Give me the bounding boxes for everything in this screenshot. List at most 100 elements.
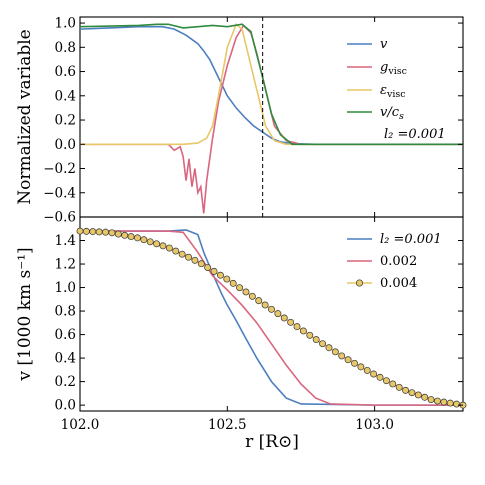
legend-marker-l004 — [355, 279, 364, 287]
series-point — [414, 391, 422, 399]
series-point — [299, 327, 307, 335]
series-point — [306, 331, 314, 339]
series-point — [140, 236, 148, 244]
xtick-label: 103.0 — [355, 417, 394, 433]
series-point — [446, 399, 454, 407]
series-point — [204, 264, 212, 272]
series-point — [89, 228, 97, 236]
series-point — [210, 267, 218, 275]
series-point — [102, 228, 109, 236]
series-point — [255, 297, 263, 305]
series-point — [453, 400, 461, 408]
series-point — [153, 240, 161, 248]
ytick-label: 0.0 — [55, 398, 76, 414]
series-point — [325, 344, 333, 352]
series-point — [344, 356, 352, 364]
series-line-3 — [79, 23, 463, 146]
series-point — [312, 336, 320, 344]
series-point — [287, 318, 295, 326]
series-point — [351, 359, 358, 367]
series-point — [261, 301, 269, 309]
series-point — [197, 260, 205, 268]
series-point — [178, 250, 186, 258]
series-point — [402, 386, 409, 394]
series-point — [242, 288, 250, 296]
ytick-label: 1.0 — [55, 16, 76, 32]
series-point — [229, 279, 237, 287]
legend-label-evisc: εvisc — [380, 83, 406, 100]
series-point — [159, 242, 167, 250]
series-point — [146, 238, 154, 246]
series-point — [268, 305, 275, 313]
series-point — [427, 396, 435, 403]
series-point — [389, 380, 397, 388]
series-point — [293, 323, 301, 331]
ytick-label: 0.2 — [55, 374, 76, 390]
series-point — [76, 227, 84, 235]
series-line-1 — [80, 230, 463, 406]
ytick-label: 0.4 — [55, 88, 76, 104]
ytick-label: 0.2 — [55, 113, 76, 129]
ytick-label: −0.2 — [43, 161, 76, 177]
series-point — [408, 389, 416, 397]
series-point — [319, 340, 327, 348]
series-line-0 — [80, 229, 463, 406]
series-point — [133, 234, 141, 242]
series-line-0 — [79, 25, 463, 146]
series-point — [223, 275, 231, 283]
series-point — [382, 377, 390, 385]
series-point — [82, 227, 90, 235]
ytick-label: 0.6 — [55, 327, 76, 343]
series-point — [236, 284, 244, 292]
series-point — [376, 373, 384, 381]
ytick-label: 0.8 — [55, 40, 76, 56]
series-point — [370, 370, 378, 378]
legend-label-vcs: v/cs — [380, 105, 404, 122]
ytick-label: 0.0 — [55, 137, 76, 153]
ytick-label: 1.2 — [55, 257, 76, 273]
series-point — [114, 230, 122, 238]
bottom-legend: l₂ =0.001 0.002 0.004 — [347, 232, 442, 291]
legend-label-l004: 0.004 — [380, 276, 417, 291]
ytick-label: 0.8 — [55, 304, 76, 320]
legend-label-l001: l₂ =0.001 — [380, 232, 442, 247]
ytick-label: 0.6 — [55, 64, 76, 80]
ytick-label: 1.4 — [55, 233, 76, 249]
bottom-ylabel: v [1000 km s⁻¹] — [15, 247, 35, 381]
series-point — [440, 398, 448, 406]
series-point — [248, 292, 256, 300]
series-point — [363, 366, 371, 374]
ytick-label: 0.4 — [55, 351, 76, 367]
series-point — [108, 229, 116, 237]
series-point — [172, 247, 180, 255]
series-point — [274, 310, 282, 318]
series-point — [434, 397, 441, 405]
xtick-label: 102.5 — [208, 417, 247, 433]
series-point — [191, 256, 199, 264]
legend-note: l₂ =0.001 — [384, 127, 446, 142]
top-panel: −0.6 −0.4 −0.2 0.0 0.2 0.4 0.6 0.8 1.0 Normalize… — [15, 16, 464, 226]
top-legend: v gvisc εvisc v/cs l₂ =0.001 — [347, 37, 446, 142]
series-line-1 — [80, 24, 463, 214]
series-point — [185, 253, 192, 261]
series-point — [421, 393, 429, 401]
series-point — [127, 233, 135, 241]
series-point — [331, 348, 339, 356]
bottom-plot-frame — [79, 216, 464, 412]
series-point — [280, 314, 288, 322]
series-point — [121, 231, 129, 239]
top-ylabel: Normalized variable — [15, 29, 35, 205]
series-point — [165, 244, 173, 252]
series-line-2 — [80, 22, 463, 146]
legend-label-gvisc: gvisc — [380, 60, 407, 77]
xtick-label: 102.0 — [61, 417, 100, 433]
series-point — [395, 383, 403, 391]
bottom-xlabel: r [R⊙] — [245, 432, 299, 452]
ytick-label: 1.0 — [55, 280, 76, 296]
series-point — [357, 363, 365, 371]
series-point — [338, 352, 346, 360]
ytick-label: −0.4 — [43, 185, 76, 201]
legend-label-v: v — [380, 37, 388, 52]
